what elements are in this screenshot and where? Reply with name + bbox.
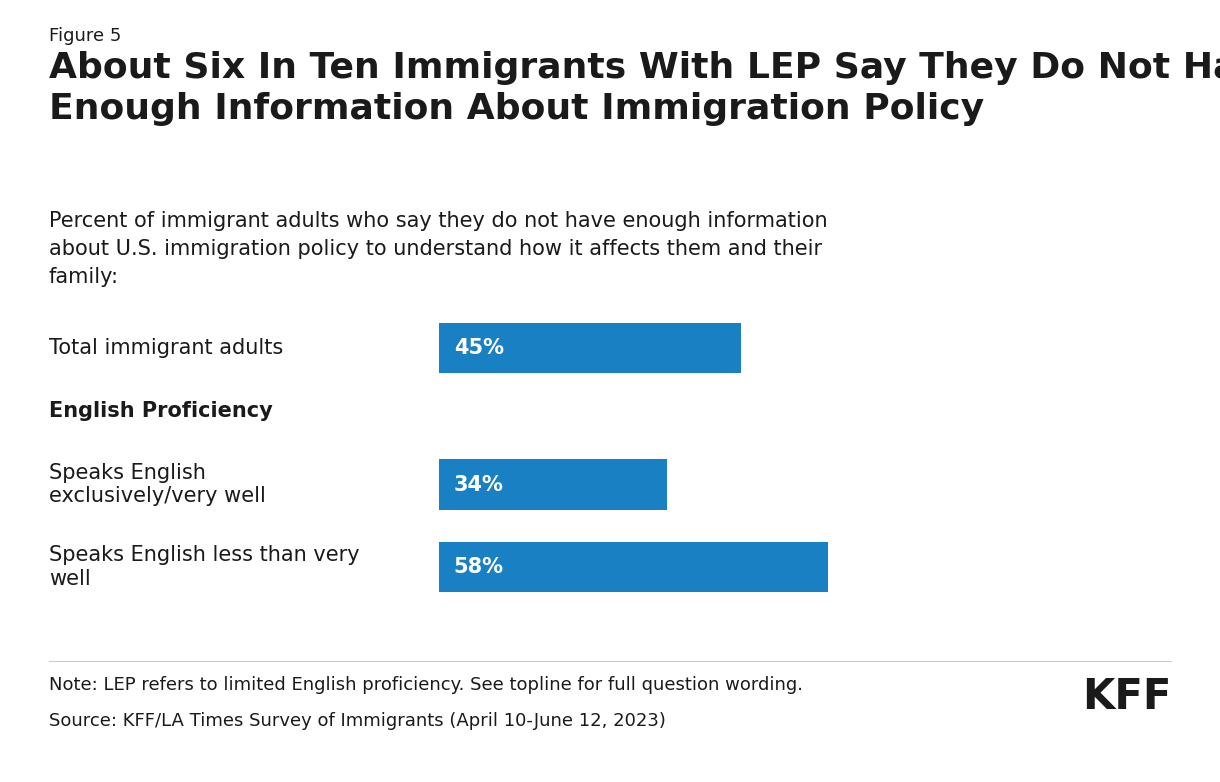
Text: KFF: KFF (1082, 676, 1171, 719)
Text: 34%: 34% (454, 475, 504, 495)
Text: Speaks English less than very
well: Speaks English less than very well (49, 545, 360, 589)
FancyBboxPatch shape (439, 459, 667, 510)
Text: English Proficiency: English Proficiency (49, 400, 272, 421)
Text: About Six In Ten Immigrants With LEP Say They Do Not Have
Enough Information Abo: About Six In Ten Immigrants With LEP Say… (49, 51, 1220, 126)
Text: Source: KFF/LA Times Survey of Immigrants (April 10-June 12, 2023): Source: KFF/LA Times Survey of Immigrant… (49, 712, 666, 730)
Text: Total immigrant adults: Total immigrant adults (49, 338, 283, 358)
Text: Note: LEP refers to limited English proficiency. See topline for full question w: Note: LEP refers to limited English prof… (49, 676, 803, 694)
FancyBboxPatch shape (439, 541, 828, 593)
Text: 58%: 58% (454, 557, 504, 577)
Text: Figure 5: Figure 5 (49, 27, 121, 45)
Text: 45%: 45% (454, 338, 504, 358)
FancyBboxPatch shape (439, 322, 742, 373)
Text: Percent of immigrant adults who say they do not have enough information
about U.: Percent of immigrant adults who say they… (49, 211, 827, 287)
Text: Speaks English
exclusively/very well: Speaks English exclusively/very well (49, 463, 266, 507)
